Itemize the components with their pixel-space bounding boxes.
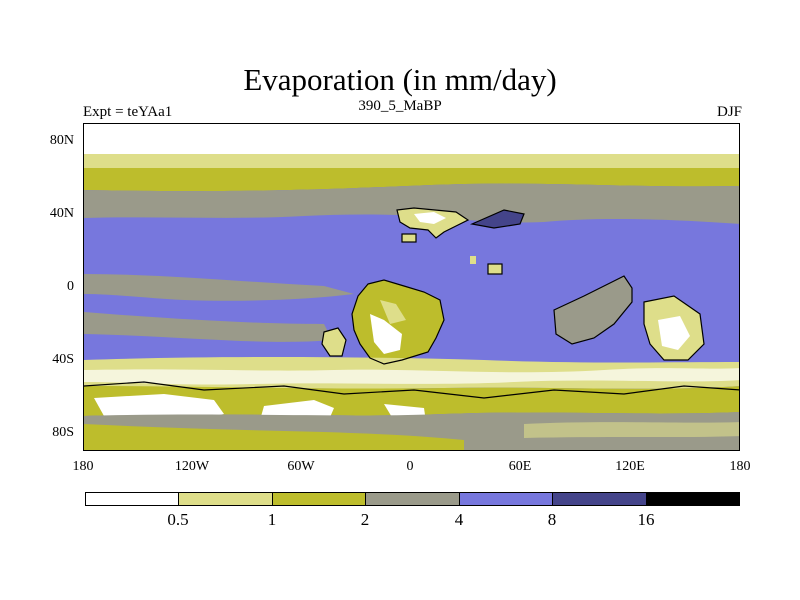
colorbar-bin: [272, 493, 367, 505]
colorbar-bin: [459, 493, 554, 505]
plot-title: Evaporation (in mm/day): [243, 62, 557, 97]
lat-label-40n: 40N: [49, 206, 74, 221]
lon-label-60w: 60W: [287, 459, 315, 474]
lat-label-40s: 40S: [52, 352, 74, 367]
lat-label-80n: 80N: [49, 133, 74, 148]
colorbar-label: 16: [637, 510, 655, 529]
colorbar-bin: [646, 493, 739, 505]
colorbar-label: 8: [547, 510, 557, 529]
colorbar-label: 2: [360, 510, 370, 529]
lat-label-0: 0: [67, 279, 74, 294]
lon-label-180e: 180: [729, 459, 751, 474]
lon-label-120w: 120W: [174, 459, 210, 474]
lat-label-80s: 80S: [52, 425, 74, 440]
colorbar-bin: [366, 493, 460, 505]
colorbar-bin: [553, 493, 647, 505]
colorbar-label: 0.5: [167, 510, 189, 529]
colorbar-bin: [86, 493, 180, 505]
lon-label-60e: 60E: [508, 459, 532, 474]
experiment-label: Expt = teYAa1: [83, 104, 173, 120]
evaporation-map: [83, 123, 740, 451]
map-field: [84, 124, 739, 450]
colorbar-bin: [179, 493, 273, 505]
colorbar-label: 4: [454, 510, 464, 529]
lon-label-180w: 180: [72, 459, 94, 474]
colorbar-label: 1: [267, 510, 277, 529]
time-label: 390_5_MaBP: [358, 98, 442, 114]
lon-label-120e: 120E: [615, 459, 645, 474]
colorbar: [85, 492, 740, 506]
lon-label-0: 0: [406, 459, 414, 474]
season-label: DJF: [716, 104, 742, 120]
